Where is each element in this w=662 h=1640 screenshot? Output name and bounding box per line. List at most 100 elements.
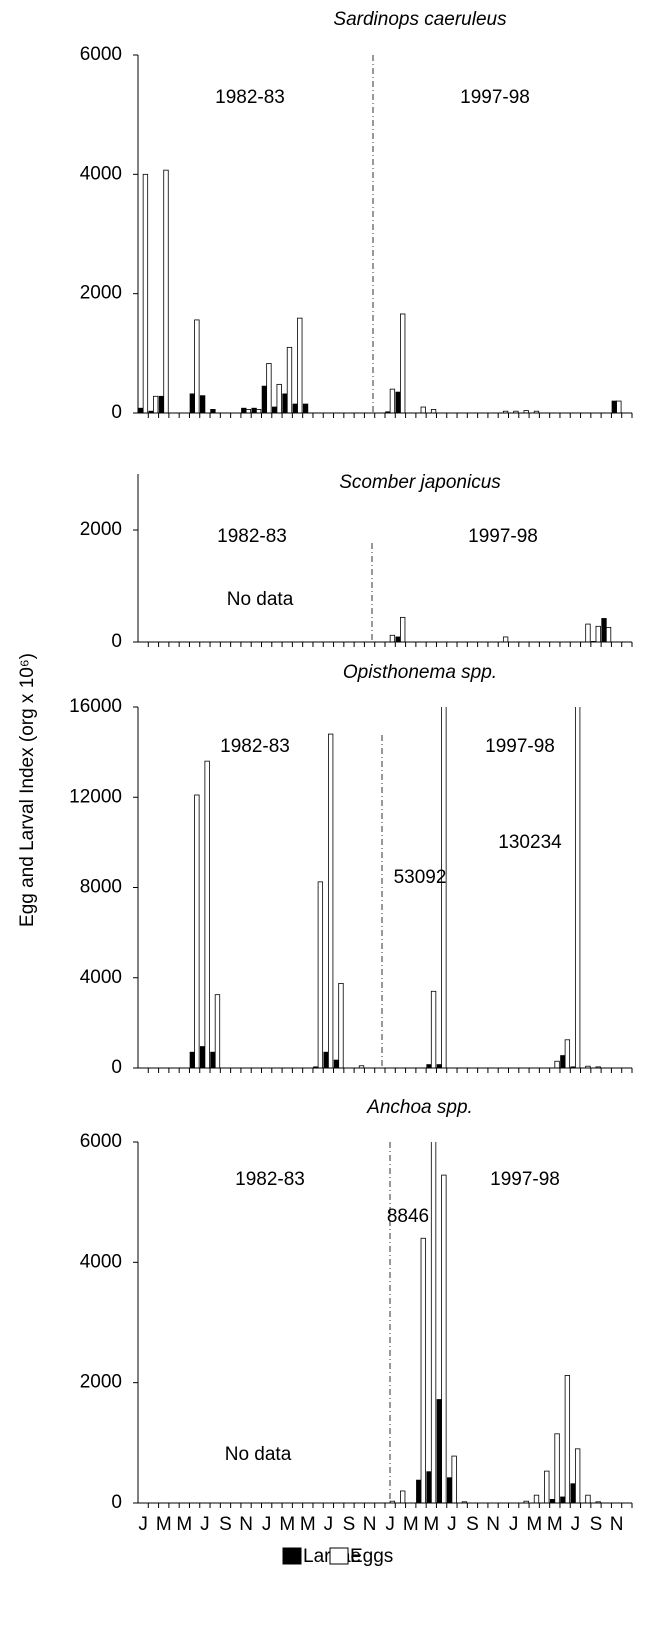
x-tick-label: J [447, 1514, 457, 1535]
bar [426, 1064, 432, 1068]
bar [255, 409, 262, 413]
panel-title: Sardinops caeruleus [333, 9, 507, 30]
x-tick-label: J [509, 1514, 519, 1535]
annotation: 1982-83 [215, 87, 285, 108]
y-tick-label: 2000 [80, 519, 122, 540]
x-tick-label: S [343, 1514, 356, 1535]
plot [138, 169, 622, 413]
annotation: 1982-83 [235, 1169, 305, 1190]
bar [436, 1064, 443, 1068]
bar [595, 625, 601, 642]
x-tick-label: J [262, 1514, 272, 1535]
bar [194, 794, 200, 1068]
x-tick-label: M [547, 1514, 563, 1535]
bar [560, 1496, 566, 1503]
x-tick-label: J [138, 1514, 148, 1535]
x-tick-label: M [176, 1514, 192, 1535]
y-tick-label: 4000 [80, 967, 122, 988]
bar [338, 982, 344, 1068]
bar [436, 1399, 443, 1503]
bar [564, 1039, 571, 1068]
bar [446, 1477, 453, 1503]
x-tick-label: M [403, 1514, 419, 1535]
bar [400, 1490, 406, 1503]
y-tick-label: 6000 [80, 44, 122, 65]
bar [441, 1174, 447, 1503]
bar [549, 1498, 556, 1503]
legend-label: Eggs [350, 1546, 393, 1567]
bar [420, 406, 426, 413]
bar [323, 1051, 329, 1068]
y-tick-label: 8000 [80, 877, 122, 898]
bar [554, 1060, 560, 1068]
y-tick-label: 12000 [69, 786, 122, 807]
plot [389, 616, 612, 642]
bar [261, 385, 268, 413]
annotation: 1997-98 [460, 87, 530, 108]
bar [616, 400, 622, 413]
bar [611, 400, 617, 413]
bar [272, 406, 278, 413]
annotation: 1997-98 [468, 526, 538, 547]
bar [523, 410, 529, 413]
y-tick-label: 0 [111, 631, 122, 652]
bar [194, 319, 200, 413]
bar [358, 1065, 365, 1068]
bar [241, 407, 247, 413]
bar [441, 707, 447, 1068]
bar [286, 346, 293, 413]
bar [426, 1471, 432, 1503]
bar [416, 1479, 422, 1503]
bar [142, 173, 149, 413]
bar [138, 407, 144, 413]
annotation: No data [225, 1444, 292, 1465]
bar [574, 707, 581, 1068]
panel-title: Scomber japonicus [339, 472, 501, 493]
y-tick-label: 4000 [80, 1251, 122, 1272]
x-tick-label: S [466, 1514, 479, 1535]
bar [292, 403, 298, 413]
bar [327, 733, 334, 1068]
x-tick-label: N [239, 1514, 253, 1535]
x-tick-label: N [486, 1514, 500, 1535]
bar [199, 395, 206, 413]
panel-title: Anchoa spp. [366, 1097, 473, 1118]
bar [153, 395, 159, 413]
bar [544, 1470, 550, 1503]
bar [451, 1455, 457, 1503]
bar [400, 616, 406, 642]
y-tick-label: 0 [111, 1057, 122, 1078]
x-tick-label: J [385, 1514, 395, 1535]
x-tick-label: S [219, 1514, 232, 1535]
bar [210, 409, 216, 413]
bar [502, 636, 509, 642]
bar [605, 627, 612, 642]
bar [430, 1142, 437, 1503]
bar [189, 1051, 196, 1068]
x-tick-label: M [279, 1514, 295, 1535]
annotation: 1982-83 [217, 526, 287, 547]
bar [389, 388, 396, 413]
x-tick-label: M [423, 1514, 439, 1535]
bar [297, 317, 303, 413]
x-tick-label: S [590, 1514, 603, 1535]
bar [266, 363, 272, 413]
bar [245, 409, 251, 413]
bar [163, 169, 169, 413]
bar [554, 1433, 560, 1503]
bar [601, 618, 607, 642]
x-tick-label: J [571, 1514, 581, 1535]
y-tick-label: 2000 [80, 1372, 122, 1393]
bar [302, 403, 309, 413]
bar [585, 623, 591, 642]
y-tick-label: 4000 [80, 163, 122, 184]
bar [585, 1494, 591, 1503]
bar [395, 636, 401, 642]
y-tick-label: 0 [111, 1492, 122, 1513]
x-tick-label: J [324, 1514, 334, 1535]
annotation: No data [227, 589, 294, 610]
bar [214, 994, 221, 1068]
bar [574, 1448, 581, 1503]
y-tick-label: 2000 [80, 283, 122, 304]
